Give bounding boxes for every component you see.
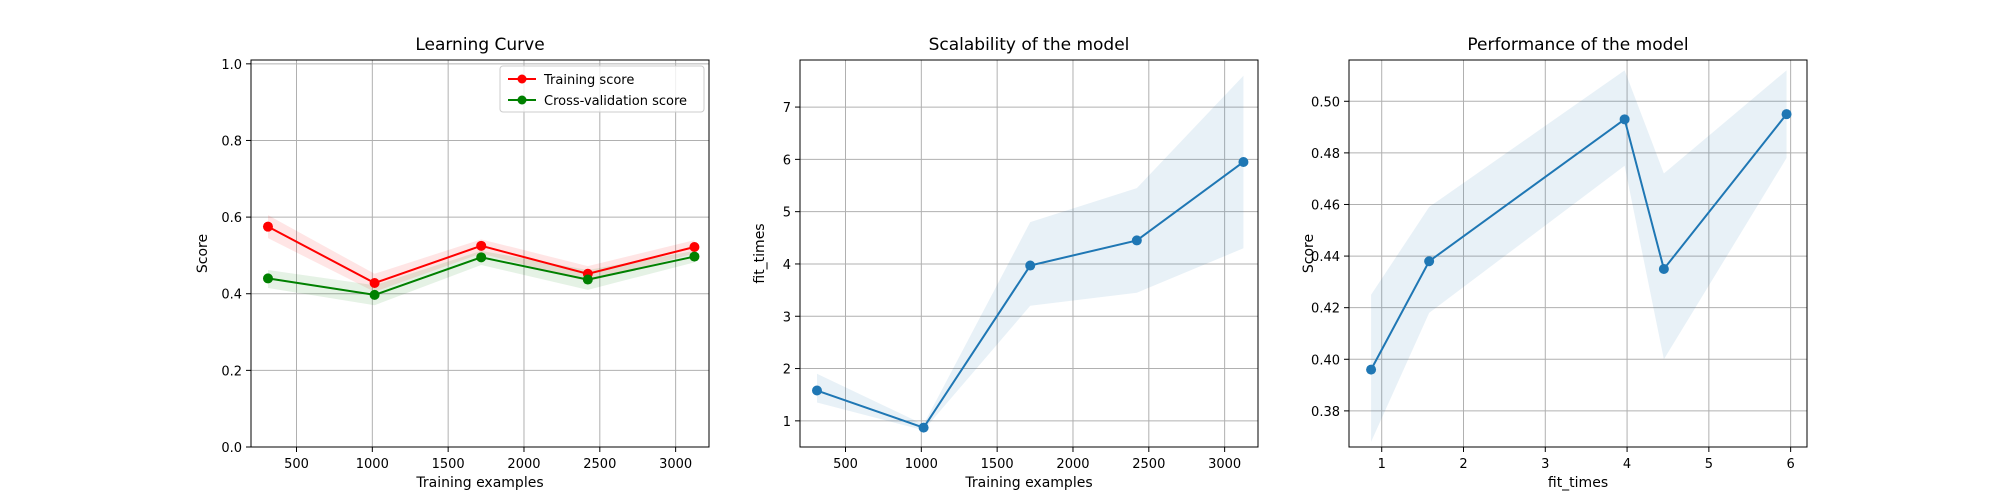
performance-chart: 1 2 3 4 5 6 0.38 0.40 0.42 0.44 0.46 0.48 0.50 Perfo…: [1301, 35, 1808, 491]
data-point: [582, 274, 593, 285]
learning-curve-chart: 500 1000 1500 2000 2500 3000 0.0 0.2 0.4 0.6 0.8 1.…: [195, 35, 710, 491]
data-point: [1658, 263, 1669, 274]
x-tick-label: 500: [284, 457, 309, 472]
y-axis-label: Score: [1301, 234, 1317, 273]
x-tick-label: 2500: [583, 457, 616, 472]
x-tick-label: 500: [833, 457, 858, 472]
y-tick-label: 0.40: [1311, 353, 1340, 368]
data-point: [369, 289, 380, 300]
y-tick-label: 0.8: [221, 134, 242, 149]
x-tick-label: 3000: [1208, 457, 1241, 472]
y-tick-label: 0.6: [221, 211, 242, 226]
x-tick-label: 5: [1705, 457, 1713, 472]
legend: Training score Cross-validation score: [499, 65, 705, 113]
y-tick-label: 2: [783, 363, 791, 378]
x-axis-label: Training examples: [415, 475, 543, 491]
x-tick-label: 2000: [507, 457, 540, 472]
chart-title: Performance of the model: [1467, 35, 1688, 55]
legend-marker-training: [517, 74, 527, 84]
x-axis-label: Training examples: [964, 475, 1092, 491]
legend-label-training: Training score: [543, 73, 634, 88]
y-tick-label: 0.44: [1311, 250, 1340, 265]
x-tick-label: 1: [1378, 457, 1386, 472]
x-tick-label: 4: [1623, 457, 1631, 472]
data-point: [689, 241, 700, 252]
x-tick-label: 3: [1541, 457, 1549, 472]
data-point: [918, 422, 929, 433]
y-tick-label: 0.42: [1311, 302, 1340, 317]
x-tick-label: 2: [1459, 457, 1467, 472]
scalability-chart: 500 1000 1500 2000 2500 3000 1 2 3 4 5 6 7 Scalabili…: [752, 35, 1259, 491]
y-tick-label: 0.50: [1311, 95, 1340, 110]
y-axis-label: fit_times: [752, 223, 768, 283]
y-tick-label: 0.46: [1311, 198, 1340, 213]
data-point: [1366, 364, 1377, 375]
legend-label-cross-validation: Cross-validation score: [544, 94, 687, 109]
y-tick-label: 0.0: [221, 441, 242, 456]
x-tick-label: 1000: [356, 457, 389, 472]
data-point: [1131, 235, 1142, 246]
data-point: [811, 385, 822, 396]
confidence-band: [1371, 70, 1787, 442]
x-tick-label: 2500: [1132, 457, 1165, 472]
y-tick-label: 3: [783, 310, 791, 325]
data-point: [262, 221, 273, 232]
data-point: [1619, 114, 1630, 125]
x-tick-label: 1500: [432, 457, 465, 472]
data-point: [689, 251, 700, 262]
y-tick-label: 0.38: [1311, 405, 1340, 420]
data-point: [369, 278, 380, 289]
x-tick-label: 1000: [905, 457, 938, 472]
x-tick-label: 3000: [659, 457, 692, 472]
x-tick-label: 1500: [981, 457, 1014, 472]
x-axis-label: fit_times: [1548, 475, 1608, 491]
y-tick-label: 6: [783, 153, 791, 168]
data-point: [1025, 260, 1036, 271]
y-tick-label: 0.2: [221, 364, 242, 379]
y-tick-label: 1: [783, 415, 791, 430]
y-tick-label: 1.0: [221, 58, 242, 73]
y-tick-label: 5: [783, 206, 791, 221]
y-tick-label: 4: [783, 258, 791, 273]
data-point: [262, 273, 273, 284]
legend-marker-cross-validation: [517, 95, 527, 105]
y-axis-label: Score: [195, 234, 211, 273]
confidence-band: [816, 75, 1244, 431]
data-point: [1781, 109, 1792, 120]
y-tick-label: 0.48: [1311, 147, 1340, 162]
x-tick-label: 2000: [1056, 457, 1089, 472]
chart-title: Learning Curve: [415, 35, 544, 55]
y-tick-label: 7: [783, 101, 791, 116]
data-point: [476, 252, 487, 263]
x-tick-label: 6: [1787, 457, 1795, 472]
data-point: [476, 240, 487, 251]
chart-title: Scalability of the model: [929, 35, 1130, 55]
data-point: [1424, 256, 1435, 267]
data-point: [1238, 156, 1249, 167]
y-tick-label: 0.4: [221, 288, 242, 303]
